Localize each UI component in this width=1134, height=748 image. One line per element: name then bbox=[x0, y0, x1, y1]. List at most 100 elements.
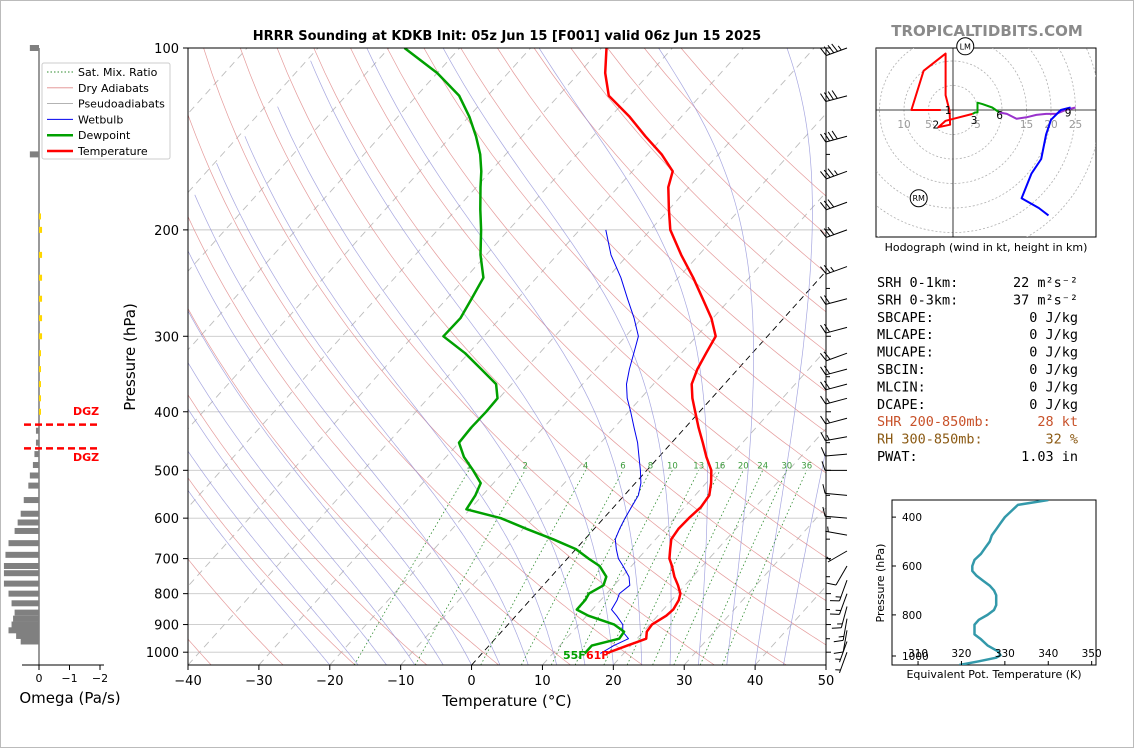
wind-barb bbox=[820, 295, 848, 305]
wind-barb bbox=[820, 90, 848, 103]
wind-barb bbox=[822, 506, 848, 519]
theta-e-y-tick-label: 1000 bbox=[902, 651, 929, 663]
barb-flag bbox=[820, 202, 827, 211]
wind-barb bbox=[821, 461, 847, 471]
barb-staff bbox=[835, 565, 848, 586]
mixing-ratio-line bbox=[353, 470, 470, 665]
x-axis-label: Temperature (°C) bbox=[441, 692, 571, 710]
moist-adiabat bbox=[194, 194, 501, 665]
dry-adiabat bbox=[203, 48, 715, 665]
wind-barb bbox=[831, 606, 848, 629]
omega-bar bbox=[20, 638, 39, 645]
isotherm-line bbox=[400, 191, 826, 665]
storm-motion-circle bbox=[956, 37, 975, 56]
barb-flag bbox=[823, 200, 831, 209]
barb-flag bbox=[820, 47, 827, 56]
omega-bar bbox=[39, 213, 41, 220]
wind-barb bbox=[820, 432, 848, 442]
omega-bar bbox=[28, 482, 39, 489]
wind-barb bbox=[826, 565, 848, 586]
surface-dewpoint-label: 55F bbox=[563, 649, 586, 662]
barb-flag bbox=[827, 226, 835, 235]
theta-e-ylabel: Pressure (hPa) bbox=[874, 544, 887, 623]
wind-barb bbox=[825, 526, 848, 536]
mixing-ratio-label: 8 bbox=[648, 461, 653, 471]
mixing-ratio-label: 36 bbox=[801, 461, 812, 471]
moist-adiabat bbox=[188, 450, 359, 665]
barb-half bbox=[826, 556, 831, 561]
x-tick-label: 30 bbox=[676, 674, 693, 689]
wind-barb bbox=[820, 199, 848, 211]
mixing-ratio-label: 2 bbox=[522, 461, 527, 471]
omega-bar bbox=[39, 350, 41, 357]
barb-flag bbox=[820, 133, 827, 143]
omega-bar bbox=[3, 562, 40, 569]
omega-bar bbox=[29, 45, 39, 51]
omega-bar bbox=[39, 315, 43, 322]
hodograph-caption: Hodograph (wind in kt, height in km) bbox=[885, 241, 1088, 254]
mixing-ratio-label: 20 bbox=[738, 461, 749, 471]
moist-adiabat bbox=[188, 408, 387, 665]
barb-flag bbox=[820, 415, 827, 425]
barb-flag bbox=[827, 45, 835, 54]
wind-barb bbox=[829, 593, 848, 615]
moist-adiabat bbox=[188, 489, 331, 665]
omega-bar bbox=[5, 551, 39, 558]
hodograph-height-label: 6 bbox=[996, 110, 1003, 122]
thermo-background-lines: 1 2 4 6 8 10 13 16 20 24 30 36 bbox=[188, 48, 826, 665]
dry-adiabat bbox=[188, 558, 284, 665]
theta-e-plot bbox=[959, 500, 1049, 665]
dry-adiabat bbox=[313, 48, 826, 602]
legend-label: Wetbulb bbox=[78, 113, 123, 126]
dry-adiabat bbox=[188, 113, 643, 665]
y-tick-label: 200 bbox=[154, 224, 179, 239]
wind-barb bbox=[829, 580, 848, 602]
barb-flag bbox=[823, 365, 831, 375]
barb-flag bbox=[823, 351, 831, 360]
barb-flag bbox=[820, 266, 827, 275]
omega-bar bbox=[34, 451, 39, 458]
index-label: MLCAPE: bbox=[877, 327, 934, 343]
index-value: 32 % bbox=[1045, 432, 1078, 448]
hodograph-plot: 10 5 5 15 20 25 bbox=[876, 48, 1096, 237]
omega-bar bbox=[39, 395, 41, 402]
barb-staff bbox=[827, 550, 848, 563]
barb-flag bbox=[823, 295, 831, 304]
barb-flag bbox=[820, 395, 827, 405]
hodograph-ring-label: 10 bbox=[897, 119, 910, 131]
wind-barb bbox=[820, 168, 848, 180]
barb-half bbox=[826, 418, 831, 424]
moist-adiabat bbox=[188, 310, 444, 665]
skewt-axes: −40 −30 −20 −10 0 10 20 30 40 50 100 200 300 400 500 60… bbox=[146, 42, 834, 689]
barb-flag bbox=[822, 506, 826, 517]
index-value: 22 m²s⁻² bbox=[1013, 275, 1078, 291]
mixing-ratio-label: 16 bbox=[714, 461, 725, 471]
theta-e-x-tick-label: 350 bbox=[1082, 648, 1102, 660]
index-label: DCAPE: bbox=[877, 397, 926, 413]
barb-staff bbox=[839, 641, 848, 663]
barb-flag bbox=[827, 168, 835, 177]
omega-bar bbox=[35, 439, 39, 446]
index-label: RH 300-850mb: bbox=[877, 432, 983, 448]
barb-flag bbox=[820, 229, 827, 238]
isotherm-line bbox=[258, 48, 815, 665]
mixing-ratio-line bbox=[699, 470, 788, 665]
legend-label: Temperature bbox=[77, 145, 148, 158]
index-value: 37 m²s⁻² bbox=[1013, 292, 1078, 308]
y-tick-label: 300 bbox=[154, 330, 179, 345]
x-tick-label: 20 bbox=[605, 674, 622, 689]
barb-half bbox=[827, 526, 829, 532]
chart-title: HRRR Sounding at KDKB Init: 05z Jun 15 [… bbox=[253, 29, 761, 44]
barb-half bbox=[826, 435, 830, 441]
dry-adiabat bbox=[188, 307, 499, 665]
barb-flag bbox=[827, 131, 834, 141]
theta-e-x-tick-label: 320 bbox=[951, 648, 971, 660]
wind-barb bbox=[833, 630, 848, 654]
barb-staff bbox=[825, 530, 848, 536]
index-label: MUCAPE: bbox=[877, 345, 934, 361]
barb-staff bbox=[825, 453, 848, 457]
x-tick-label: −30 bbox=[245, 674, 272, 689]
mixing-ratio-label: 30 bbox=[781, 461, 792, 471]
hodograph-segment bbox=[1020, 106, 1071, 217]
wind-barb bbox=[820, 415, 848, 425]
